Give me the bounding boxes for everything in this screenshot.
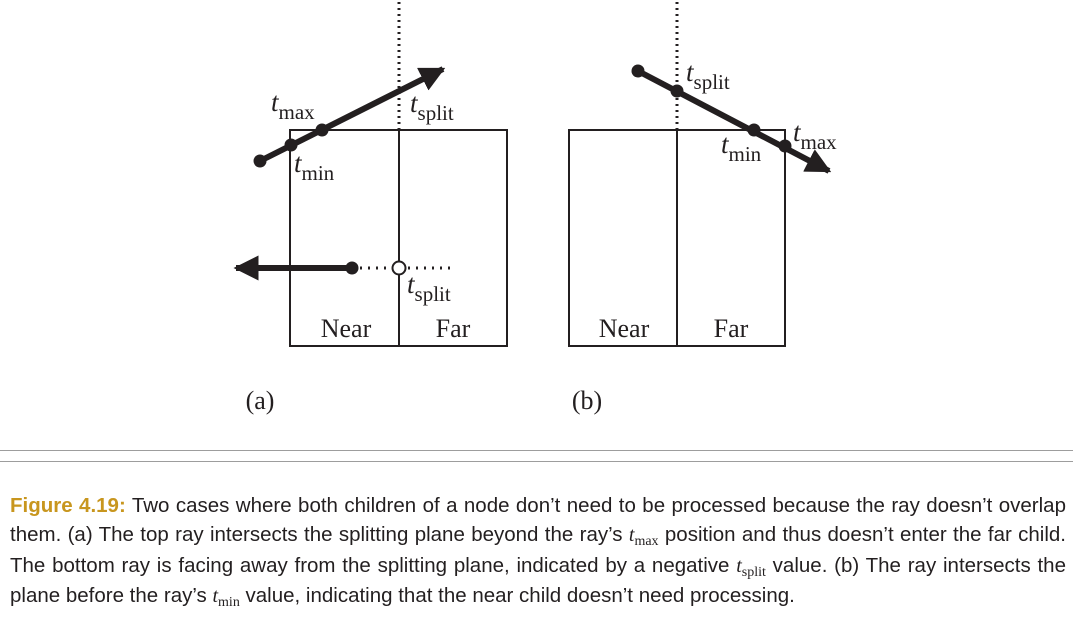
panel-a-tmax-t: t xyxy=(271,87,280,117)
panel-b-tmax-label: tmax xyxy=(793,117,837,154)
panel-a: tmax tmin tsplit tsplit Near Far (a) xyxy=(233,2,508,415)
panel-b-tmin-point xyxy=(747,123,761,137)
caption-tmin-symbol: tmin xyxy=(212,584,240,610)
panel-b-tsplit-sub: split xyxy=(694,70,730,94)
figure-caption: Figure 4.19: Two cases where both childr… xyxy=(10,491,1066,611)
panel-a-tsplit-top-label: tsplit xyxy=(410,88,454,125)
panel-b-near-label: Near xyxy=(599,314,650,343)
panel-b-tmax-point xyxy=(778,139,792,153)
panel-a-tmin-t: t xyxy=(294,148,303,178)
divider-top xyxy=(0,450,1073,451)
panel-b-tmin-t: t xyxy=(721,129,730,159)
caption-text-part2: position and thus doesn’t enter the far … xyxy=(10,523,1066,577)
panel-b-caption-label: (b) xyxy=(572,386,602,415)
panel-b: tsplit tmin tmax Near Far (b) xyxy=(568,2,837,415)
panel-b-ray-origin-point xyxy=(631,64,645,78)
panel-a-far-label: Far xyxy=(436,314,471,343)
caption-text-part1: Two cases where both children of a node … xyxy=(10,494,1066,547)
panel-a-tmax-sub: max xyxy=(279,100,316,124)
panel-b-tsplit-point xyxy=(670,84,684,98)
panel-a-tsplit-top-sub: split xyxy=(418,101,454,125)
panel-a-tsplit-top-t: t xyxy=(410,88,419,118)
panel-b-tsplit-label: tsplit xyxy=(686,57,730,94)
divider-bottom xyxy=(0,461,1073,462)
panel-a-caption-label: (a) xyxy=(246,386,275,415)
panel-b-far-label: Far xyxy=(714,314,749,343)
panel-b-tmin-label: tmin xyxy=(721,129,762,166)
panel-a-tsplit-bottom-label: tsplit xyxy=(407,269,451,306)
panel-a-near-label: Near xyxy=(321,314,372,343)
caption-text-part4: value, indicating that the near child do… xyxy=(239,583,795,607)
panel-a-tmin-sub: min xyxy=(302,161,335,185)
panel-b-ray xyxy=(636,68,832,174)
figure-diagram: tmax tmin tsplit tsplit Near Far (a) tsp… xyxy=(233,2,837,415)
panel-a-tmax-label: tmax xyxy=(271,87,315,124)
figure-number-label: Figure 4.19: xyxy=(10,494,126,517)
panel-b-tmin-sub: min xyxy=(729,142,762,166)
panel-a-bottom-ray-origin-point xyxy=(345,261,359,275)
panel-a-tsplit-bottom-t: t xyxy=(407,269,416,299)
panel-a-tmin-label: tmin xyxy=(294,148,335,185)
panel-a-tsplit-open-point xyxy=(391,260,407,276)
caption-tmax-symbol: tmax xyxy=(628,524,659,550)
panel-a-tmin-point xyxy=(284,138,298,152)
caption-tsplit-symbol: tsplit xyxy=(736,554,766,580)
panel-a-tmax-point xyxy=(315,123,329,137)
panel-a-ray-origin-point xyxy=(253,154,267,168)
panel-b-tmax-t: t xyxy=(793,117,802,147)
caption-text-part3: value. (b) The ray intersects the plane … xyxy=(10,553,1066,607)
panel-b-tmax-sub: max xyxy=(801,130,838,154)
panel-b-tsplit-t: t xyxy=(686,57,695,87)
panel-a-tsplit-bottom-sub: split xyxy=(415,282,451,306)
